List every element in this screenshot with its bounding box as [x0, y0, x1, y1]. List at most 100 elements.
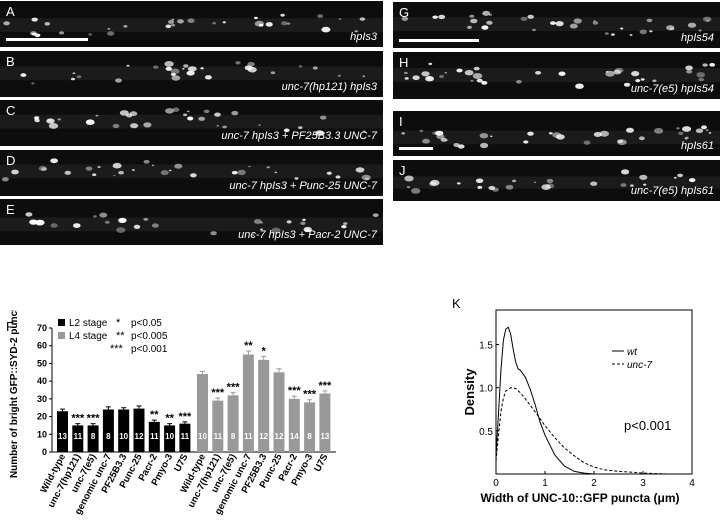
gfp-punctum	[535, 71, 542, 75]
n-count-label: 10	[198, 432, 207, 441]
panel-letter: E	[6, 202, 15, 217]
gfp-punctum	[165, 24, 172, 29]
gfp-punctum	[270, 70, 276, 74]
bar	[179, 423, 191, 452]
gfp-punctum	[85, 166, 93, 171]
bar	[102, 409, 114, 452]
gfp-punctum	[444, 139, 449, 142]
gfp-punctum	[254, 16, 258, 20]
n-count-label: 8	[91, 432, 96, 441]
gfp-punctum	[280, 13, 285, 17]
gfp-punctum	[472, 73, 483, 79]
gfp-punctum	[133, 224, 141, 229]
gfp-punctum	[605, 70, 615, 77]
gfp-punctum	[611, 33, 615, 36]
gfp-punctum	[165, 66, 172, 71]
gfp-punctum	[113, 174, 116, 176]
neurite-haze	[0, 217, 383, 232]
bar	[72, 425, 84, 452]
gfp-punctum	[341, 225, 347, 229]
gfp-punctum	[107, 27, 111, 30]
significance-stars: ***	[288, 385, 302, 397]
n-count-label: 10	[119, 432, 128, 441]
gfp-punctum	[709, 63, 716, 67]
gfp-punctum	[520, 16, 528, 21]
gfp-punctum	[183, 63, 189, 68]
gfp-punctum	[31, 17, 38, 22]
fluorescence-image	[393, 62, 720, 89]
gfp-punctum	[320, 115, 327, 120]
gfp-punctum	[486, 20, 493, 25]
x-tick-label: 3	[640, 478, 646, 489]
genotype-label: hpIs3	[350, 31, 377, 43]
gfp-punctum	[76, 74, 82, 78]
gfp-punctum	[95, 114, 99, 117]
gfp-punctum	[687, 22, 697, 28]
n-count-label: 8	[106, 432, 111, 441]
gfp-punctum	[300, 221, 306, 225]
gfp-punctum	[412, 75, 420, 80]
significance-stars: **	[165, 413, 174, 425]
gfp-punctum	[281, 21, 288, 26]
gfp-punctum	[469, 14, 475, 18]
gfp-punctum	[187, 65, 197, 72]
gfp-punctum	[419, 129, 424, 133]
gfp-punctum	[130, 123, 139, 129]
gfp-punctum	[186, 70, 195, 76]
gfp-punctum	[614, 67, 624, 74]
gfp-punctum	[361, 174, 371, 180]
gfp-punctum	[203, 109, 210, 114]
gfp-punctum	[643, 183, 647, 186]
gfp-punctum	[550, 21, 556, 25]
gfp-punctum	[401, 132, 405, 135]
gfp-punctum	[701, 125, 707, 130]
gfp-punctum	[467, 25, 472, 29]
genotype-label: unc-7 hpIs3 + Punc-25 UNC-7	[229, 179, 377, 192]
n-count-label: 12	[259, 432, 268, 441]
gfp-punctum	[546, 183, 555, 189]
significance-stars: ***	[211, 387, 225, 399]
gfp-punctum	[97, 165, 101, 168]
gfp-punctum	[432, 15, 438, 19]
gfp-punctum	[640, 78, 645, 81]
gfp-punctum	[50, 157, 58, 163]
significance-stars: ***	[87, 413, 101, 425]
gfp-punctum	[265, 22, 273, 27]
gfp-punctum	[186, 110, 190, 113]
gfp-punctum	[621, 169, 630, 175]
gfp-punctum	[435, 130, 444, 136]
gfp-punctum	[231, 110, 239, 116]
gfp-punctum	[678, 131, 684, 135]
gfp-punctum	[703, 16, 712, 22]
y-tick-label: 40	[37, 376, 47, 386]
panel-letter-k: K	[452, 296, 461, 311]
significance-key-stars: **	[116, 330, 125, 342]
n-count-label: 11	[214, 432, 223, 441]
significance-key-p: p<0.05	[131, 318, 162, 329]
gfp-punctum	[635, 79, 641, 83]
gfp-punctum	[470, 18, 478, 24]
gfp-punctum	[470, 79, 474, 82]
y-tick-label: 10	[37, 429, 47, 439]
gfp-punctum	[48, 119, 52, 121]
gfp-punctum	[527, 14, 534, 19]
gfp-punctum	[457, 182, 461, 185]
genotype-label: hpIs61	[680, 140, 714, 152]
gfp-punctum	[258, 124, 261, 126]
gfp-punctum	[210, 231, 217, 236]
gfp-punctum	[143, 217, 149, 221]
density-line-wt	[495, 326, 692, 475]
gfp-punctum	[359, 17, 366, 21]
genotype-label: unc-7 hpIs3 + PF25B3.3 UNC-7	[221, 130, 377, 142]
gfp-punctum	[512, 179, 517, 183]
gfp-punctum	[222, 125, 227, 129]
scale-bar	[399, 147, 433, 150]
gfp-punctum	[481, 25, 489, 30]
gfp-punctum	[480, 142, 489, 149]
gfp-punctum	[244, 64, 253, 70]
gfp-punctum	[34, 33, 41, 38]
fluorescence-image	[393, 125, 720, 150]
